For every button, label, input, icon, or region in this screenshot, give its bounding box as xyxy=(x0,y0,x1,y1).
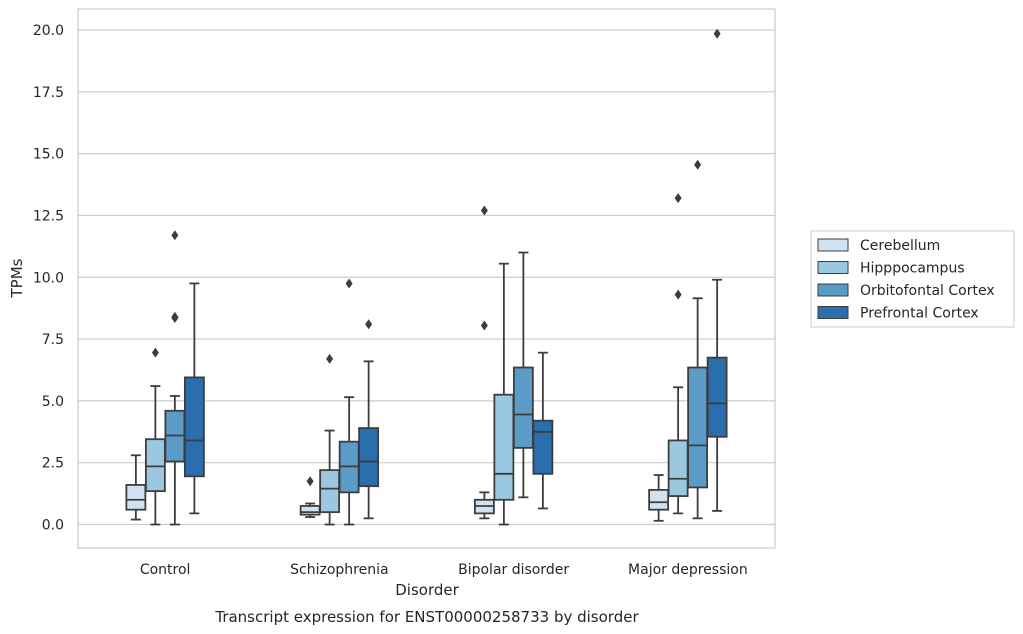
box-body xyxy=(532,419,554,475)
box-orbitofontal-cortex-1 xyxy=(338,278,360,526)
legend-label: Cerebellum xyxy=(860,238,940,254)
y-tick-label: 0.0 xyxy=(42,518,64,534)
box-body xyxy=(648,488,670,511)
y-tick-label: 10.0 xyxy=(33,270,64,286)
box-prefrontal-cortex-1 xyxy=(358,319,380,520)
outlier-point xyxy=(674,289,682,300)
outlier-point xyxy=(480,320,488,331)
legend-swatch xyxy=(817,261,849,274)
box-prefrontal-cortex-3 xyxy=(706,28,728,512)
y-tick-label: 12.5 xyxy=(33,208,64,224)
box-prefrontal-cortex-2 xyxy=(532,351,554,510)
outlier-point xyxy=(365,319,373,330)
box-hipppocampus-3 xyxy=(667,193,689,515)
box-cerebellum-3 xyxy=(648,474,670,522)
y-tick-label: 7.5 xyxy=(42,332,64,348)
box-body xyxy=(493,393,515,501)
box-hipppocampus-2 xyxy=(493,262,515,526)
plot-frame xyxy=(77,8,776,549)
x-tick-label: Major depression xyxy=(628,562,748,578)
legend-swatch xyxy=(817,283,849,297)
legend: Cerebellum Hipppocampus Orbitofontal Corte… xyxy=(810,230,1015,328)
outlier-point xyxy=(480,205,488,216)
x-tick-labels: Control Schizophrenia Bipolar disorder Majo… xyxy=(140,562,748,578)
box-body xyxy=(125,484,147,511)
y-axis-label: TPMs xyxy=(8,258,26,298)
box-body xyxy=(183,376,205,478)
chart-caption: Transcript expression for ENST0000025873… xyxy=(214,608,639,626)
legend-label: Prefrontal Cortex xyxy=(860,306,979,322)
box-series xyxy=(125,28,728,526)
box-hipppocampus-0 xyxy=(144,347,166,526)
box-orbitofontal-cortex-2 xyxy=(512,251,534,499)
box-body xyxy=(687,366,709,489)
y-tick-label: 2.5 xyxy=(42,456,64,472)
box-body xyxy=(706,356,728,438)
box-orbitofontal-cortex-0 xyxy=(164,230,186,526)
box-body xyxy=(667,439,689,497)
box-prefrontal-cortex-0 xyxy=(183,282,205,515)
x-tick-label: Control xyxy=(140,562,191,578)
legend-swatch xyxy=(817,306,849,319)
legend-swatch xyxy=(817,238,849,252)
x-tick-label: Schizophrenia xyxy=(290,562,388,578)
outlier-point xyxy=(674,193,682,204)
y-tick-label: 15.0 xyxy=(33,147,64,163)
box-body xyxy=(299,505,321,516)
y-tick-labels: 0.0 2.5 5.0 7.5 10.0 12.5 15.0 17.5 20.0 xyxy=(33,23,64,533)
outlier-point xyxy=(694,159,702,170)
outlier-point xyxy=(151,347,159,358)
y-tick-label: 20.0 xyxy=(33,23,64,39)
x-axis-label: Disorder xyxy=(395,581,459,599)
x-tick-label: Bipolar disorder xyxy=(458,562,569,578)
box-body xyxy=(512,366,534,449)
y-tick-label: 5.0 xyxy=(42,394,64,410)
outlier-point xyxy=(326,353,334,364)
legend-label: Orbitofontal Cortex xyxy=(860,283,995,299)
outlier-point xyxy=(345,278,353,289)
outlier-point xyxy=(171,311,179,322)
box-cerebellum-1 xyxy=(299,476,321,518)
outlier-point xyxy=(171,230,179,241)
box-cerebellum-2 xyxy=(473,205,495,520)
outlier-point xyxy=(713,28,721,39)
outlier-point xyxy=(306,476,314,487)
box-body xyxy=(144,438,166,493)
box-body xyxy=(319,469,341,514)
box-hipppocampus-1 xyxy=(319,353,341,526)
box-cerebellum-0 xyxy=(125,454,147,521)
y-tick-label: 17.5 xyxy=(33,85,64,101)
legend-label: Hipppocampus xyxy=(860,261,965,277)
box-body xyxy=(358,427,380,488)
